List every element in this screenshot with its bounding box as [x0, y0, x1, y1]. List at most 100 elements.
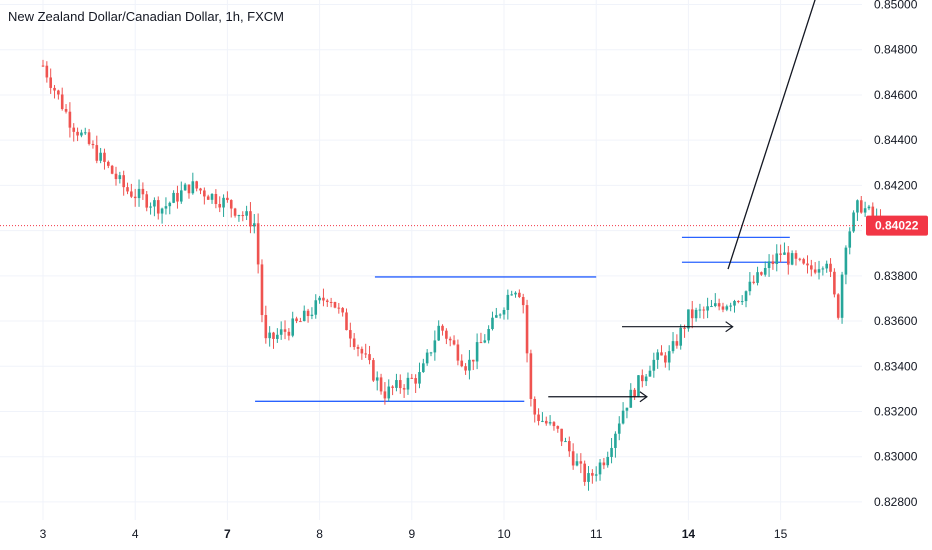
time-axis[interactable]: 3 4 7 8 9 10 11 14 15	[40, 527, 788, 541]
candle-body	[625, 407, 629, 411]
candle-body	[614, 433, 617, 448]
candle-body	[840, 274, 844, 318]
candle-body	[210, 193, 214, 200]
candle-body	[660, 352, 663, 356]
candle-body	[68, 111, 72, 128]
candle-body	[91, 143, 95, 146]
time-tick-label: 3	[40, 527, 47, 541]
candle-body	[299, 321, 302, 323]
candle-body	[279, 329, 283, 335]
candle-body	[848, 231, 852, 248]
candle-body	[771, 261, 775, 264]
candle-body	[506, 294, 510, 310]
candle-body	[679, 327, 683, 346]
candle-body	[579, 461, 583, 464]
candle-body	[360, 348, 364, 354]
candle-body	[268, 332, 271, 339]
candle-body	[783, 252, 786, 255]
candle-body	[737, 300, 740, 302]
candle-body	[45, 65, 49, 78]
candle-body	[729, 305, 732, 307]
candle-body	[664, 355, 667, 363]
candle-body	[671, 341, 675, 352]
time-tick-label: 8	[316, 527, 323, 541]
candle-body	[410, 377, 414, 379]
candle-body	[103, 152, 106, 162]
candle-body	[725, 306, 729, 310]
candle-body	[398, 380, 402, 389]
time-tick-label: 11	[590, 527, 603, 541]
candle-body	[356, 346, 360, 349]
candle-body	[495, 315, 498, 318]
candle-body	[372, 360, 375, 381]
candle-body	[429, 352, 433, 354]
candle-body	[602, 462, 606, 466]
candle-body	[852, 212, 855, 232]
candle-body	[844, 247, 848, 275]
candle-body	[656, 352, 659, 360]
candle-body	[433, 340, 437, 353]
candle-body	[302, 310, 306, 322]
candle-body	[786, 252, 790, 265]
candle-body	[237, 215, 241, 217]
candle-body	[183, 184, 187, 191]
candle-body	[617, 423, 621, 434]
candle-body	[641, 375, 644, 382]
candle-body	[391, 386, 394, 388]
time-tick-label: 14	[682, 527, 696, 541]
candle-body	[322, 297, 325, 301]
candle-body	[95, 145, 99, 161]
time-tick-label: 7	[224, 527, 231, 541]
candle-body	[287, 331, 291, 336]
price-tick-label: 0.84600	[874, 88, 918, 102]
candle-body	[249, 211, 252, 227]
price-tick-label: 0.82800	[874, 495, 918, 509]
candle-body	[180, 190, 183, 202]
candle-body	[713, 303, 717, 307]
candle-body	[652, 359, 656, 371]
price-tick-label: 0.83600	[874, 314, 918, 328]
candle-body	[587, 473, 590, 482]
candle-body	[164, 206, 168, 209]
candle-body	[264, 315, 268, 339]
drawing-annotations[interactable]	[548, 0, 827, 403]
candle-body	[690, 309, 694, 319]
candle-body	[533, 398, 537, 415]
candle-body	[114, 173, 118, 180]
candle-body	[83, 132, 87, 134]
candle-body	[306, 310, 310, 317]
chart-grid	[0, 0, 862, 520]
horizontal-levels[interactable]	[255, 236, 790, 402]
candle-body	[214, 193, 218, 205]
candle-body	[41, 65, 45, 67]
candle-body	[406, 377, 410, 390]
candle-body	[337, 307, 341, 309]
candle-body	[806, 263, 809, 266]
candle-body	[637, 375, 640, 397]
candle-body	[606, 456, 610, 466]
candle-body	[836, 294, 840, 318]
candle-body	[72, 127, 76, 132]
candle-body	[648, 370, 652, 377]
candle-body	[821, 268, 825, 270]
candle-body	[560, 428, 563, 442]
candle-body	[790, 253, 794, 265]
candle-body	[464, 366, 467, 371]
last-price-tag	[866, 215, 928, 236]
candle-body	[226, 197, 229, 201]
price-tick-label: 0.84400	[874, 133, 918, 147]
trend-line[interactable]	[727, 0, 827, 270]
price-axis[interactable]: 0.82800 0.83000 0.83200 0.83400 0.83600 0.838…	[866, 0, 928, 509]
candle-body	[591, 473, 594, 476]
candle-body	[475, 342, 479, 362]
candle-body	[833, 271, 836, 295]
candle-body	[260, 264, 264, 316]
candle-body	[510, 294, 513, 296]
candle-body	[122, 175, 125, 188]
candle-body	[564, 441, 567, 443]
candle-body	[229, 200, 233, 209]
candle-body	[107, 161, 110, 166]
candle-body	[295, 318, 298, 322]
candle-body	[153, 200, 156, 207]
